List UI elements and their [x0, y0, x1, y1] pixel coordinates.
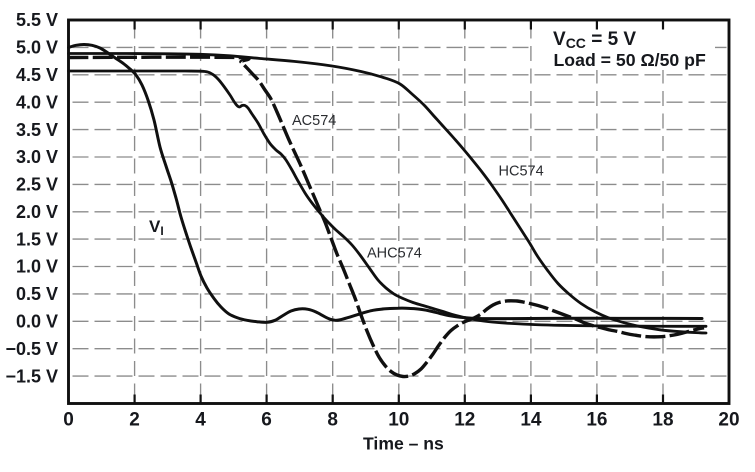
- svg-text:0.5 V: 0.5 V: [16, 284, 58, 304]
- svg-text:4.0 V: 4.0 V: [16, 92, 58, 112]
- svg-text:20: 20: [718, 410, 739, 431]
- svg-text:2.5 V: 2.5 V: [16, 175, 58, 195]
- svg-text:10: 10: [388, 410, 409, 431]
- svg-text:1.0 V: 1.0 V: [16, 257, 58, 277]
- svg-text:6: 6: [261, 410, 272, 431]
- svg-text:−0.5 V: −0.5 V: [5, 339, 58, 359]
- svg-text:4.5 V: 4.5 V: [16, 65, 58, 85]
- svg-text:8: 8: [327, 410, 338, 431]
- svg-text:14: 14: [520, 410, 542, 431]
- svg-text:−1.5 V: −1.5 V: [5, 366, 58, 386]
- svg-text:Load = 50 Ω/50 pF: Load = 50 Ω/50 pF: [554, 50, 706, 70]
- svg-text:2: 2: [129, 410, 140, 431]
- svg-text:AC574: AC574: [292, 113, 336, 129]
- svg-text:5.0 V: 5.0 V: [16, 38, 58, 58]
- svg-text:0.0 V: 0.0 V: [16, 312, 58, 332]
- svg-text:5.5 V: 5.5 V: [16, 10, 58, 30]
- svg-text:HC574: HC574: [499, 164, 544, 180]
- svg-text:VCC = 5 V: VCC = 5 V: [553, 29, 636, 51]
- svg-text:4: 4: [195, 410, 206, 431]
- svg-text:18: 18: [652, 410, 673, 431]
- svg-text:16: 16: [586, 410, 607, 431]
- svg-text:Time – ns: Time – ns: [363, 434, 444, 454]
- svg-text:3.5 V: 3.5 V: [16, 120, 58, 140]
- svg-text:3.0 V: 3.0 V: [16, 147, 58, 167]
- svg-text:2.0 V: 2.0 V: [16, 202, 58, 222]
- svg-text:AHC574: AHC574: [367, 246, 422, 262]
- svg-text:12: 12: [454, 410, 475, 431]
- svg-text:VI: VI: [149, 217, 164, 238]
- svg-text:0: 0: [63, 410, 74, 431]
- svg-text:1.5 V: 1.5 V: [16, 229, 58, 249]
